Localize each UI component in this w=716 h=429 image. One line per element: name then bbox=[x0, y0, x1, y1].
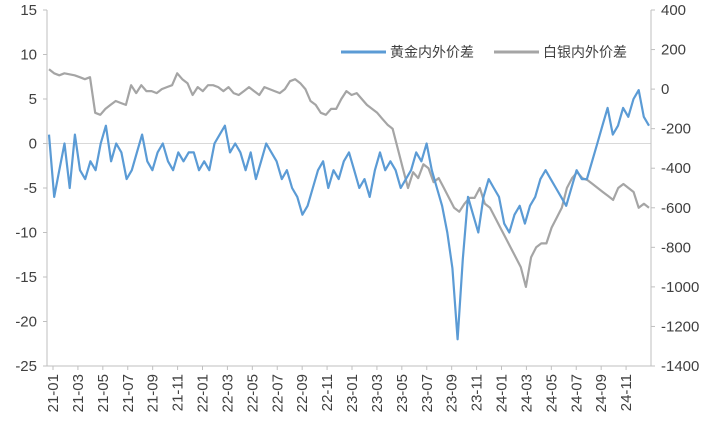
x-tick-label: 21-09 bbox=[145, 374, 162, 412]
y-right-tick-label: -1200 bbox=[661, 318, 699, 335]
y-right-tick-label: -600 bbox=[661, 200, 691, 217]
x-tick-label: 21-07 bbox=[120, 374, 137, 412]
x-tick-label: 23-03 bbox=[369, 374, 386, 412]
x-tick-label: 23-01 bbox=[344, 374, 361, 412]
y-left-tick-label: 0 bbox=[29, 136, 37, 153]
x-tick-label: 22-09 bbox=[294, 374, 311, 412]
x-tick-label: 23-07 bbox=[419, 374, 436, 412]
y-left-tick-label: -25 bbox=[15, 358, 37, 375]
x-tick-label: 24-07 bbox=[568, 374, 585, 412]
x-tick-label: 24-03 bbox=[518, 374, 535, 412]
x-tick-label: 21-11 bbox=[170, 374, 187, 411]
y-right-tick-label: 200 bbox=[661, 42, 686, 59]
y-left-tick-label: -20 bbox=[15, 314, 37, 331]
x-tick-label: 24-09 bbox=[593, 374, 610, 412]
y-left-tick-label: -10 bbox=[15, 225, 37, 242]
x-tick-label: 24-01 bbox=[494, 374, 511, 412]
x-tick-label: 21-01 bbox=[45, 374, 62, 412]
y-right-tick-label: 400 bbox=[661, 2, 686, 19]
legend: 黄金内外价差 白银内外价差 bbox=[341, 44, 627, 61]
x-tick-label: 24-11 bbox=[618, 374, 635, 411]
y-left-tick-label: 10 bbox=[20, 47, 37, 64]
axis-layer: 15 10 5 0 -5 -10 -15 -20 -25 400 200 0 -200 -400 -600 -… bbox=[15, 2, 699, 412]
y-right-tick-label: -1000 bbox=[661, 279, 699, 296]
legend-label-gold: 黄金内外价差 bbox=[390, 44, 474, 61]
y-right-tick-label: -400 bbox=[661, 160, 691, 177]
x-tick-label: 22-03 bbox=[219, 374, 236, 412]
y-right-tick-label: -200 bbox=[661, 121, 691, 138]
x-tick-label: 24-05 bbox=[543, 374, 560, 412]
series-line-gold bbox=[47, 89, 650, 341]
y-left-tick-label: 5 bbox=[29, 91, 37, 108]
x-tick-label: 23-11 bbox=[469, 374, 486, 411]
legend-label-silver: 白银内外价差 bbox=[543, 45, 627, 61]
x-tick-label: 22-07 bbox=[269, 374, 286, 412]
x-tick-label: 22-05 bbox=[244, 374, 261, 412]
y-right-tick-label: -800 bbox=[661, 239, 691, 256]
y-right-tick-label: -1400 bbox=[661, 358, 699, 375]
series-layer bbox=[47, 68, 650, 341]
x-tick-label: 22-11 bbox=[319, 374, 336, 411]
x-tick-label: 23-05 bbox=[394, 374, 411, 412]
x-tick-label: 22-01 bbox=[195, 374, 212, 412]
x-tick-label: 21-05 bbox=[95, 374, 112, 412]
x-tick-label: 21-03 bbox=[70, 374, 87, 412]
y-left-tick-label: -5 bbox=[24, 180, 37, 197]
y-right-tick-label: 0 bbox=[661, 81, 669, 98]
y-left-tick-label: -15 bbox=[15, 269, 37, 286]
series-line-silver bbox=[48, 68, 650, 288]
x-tick-label: 23-09 bbox=[444, 374, 461, 412]
y-left-tick-label: 15 bbox=[20, 2, 37, 19]
